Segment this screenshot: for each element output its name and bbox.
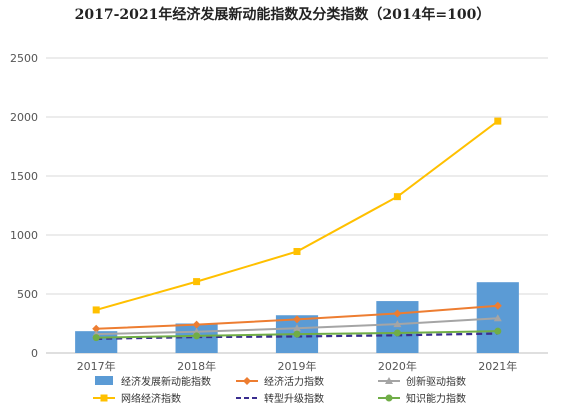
y-tick-label: 2000 [10,111,38,124]
data-point [192,320,201,329]
data-point [193,278,201,286]
legend-label: 知识能力指数 [406,392,466,405]
legend-label: 经济发展新动能指数 [121,375,211,388]
data-point [493,301,502,310]
chart-title: 2017-2021年经济发展新动能指数及分类指数（2014年=100） [74,7,491,23]
series-line [95,120,499,311]
x-tick-label: 2017年 [77,359,116,373]
data-point [92,334,100,342]
data-point [293,248,301,256]
y-tick-label: 1500 [10,170,38,183]
data-point [293,315,301,324]
x-tick-label: 2020年 [378,359,417,373]
legend-label: 创新驱动指数 [406,375,466,388]
data-point [393,193,401,201]
data-point [393,329,401,337]
data-point [92,306,100,314]
data-point [293,324,301,332]
legend-swatch [95,376,113,385]
x-tick-label: 2018年 [177,359,216,373]
data-point [494,327,502,335]
y-tick-label: 2500 [10,52,38,65]
y-tick-label: 500 [17,288,38,301]
data-point [494,117,502,125]
x-tick-label: 2021年 [478,359,517,373]
data-point [393,320,402,328]
y-tick-label: 0 [31,347,38,360]
legend-label: 转型升级指数 [264,392,324,405]
legend-marker [100,394,108,402]
legend-marker [385,394,393,402]
data-point [393,309,402,318]
data-point [293,330,301,338]
data-point [193,332,201,340]
data-point [192,327,201,335]
legend-label: 网络经济指数 [121,392,181,405]
data-point [493,314,502,322]
legend-marker [243,377,251,385]
x-tick-label: 2019年 [278,359,317,373]
legend-marker [385,377,393,384]
legend-label: 经济活力指数 [264,375,324,388]
data-point [92,324,101,333]
y-tick-label: 1000 [10,229,38,242]
